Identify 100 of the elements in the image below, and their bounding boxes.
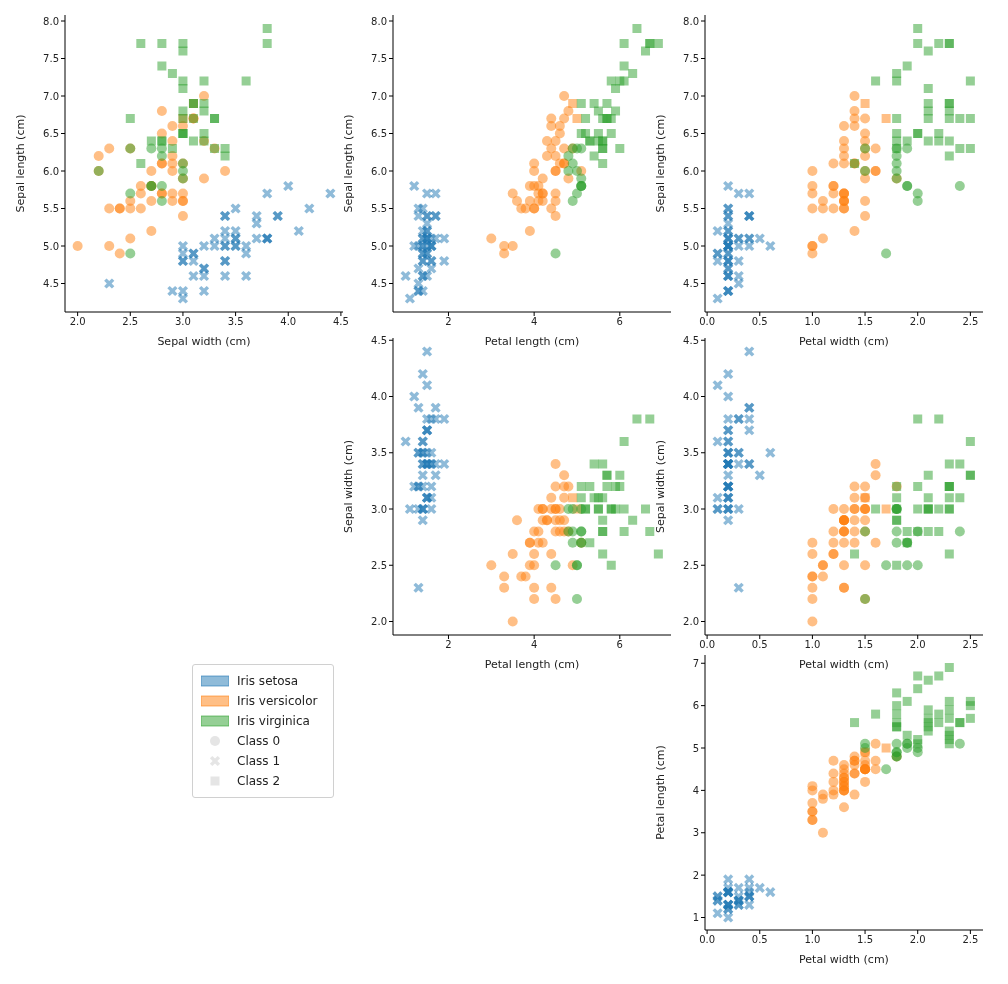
y-tick-label: 5.5 [683,203,699,215]
point [219,225,231,237]
y-tick-label: 5.0 [43,240,59,252]
point [426,233,437,244]
point [860,755,871,766]
point [567,158,578,169]
point [860,128,871,139]
point [923,527,933,536]
point [944,713,954,723]
point [156,196,167,206]
point [220,166,231,176]
y-axis-title: Sepal width (cm) [341,439,355,534]
point [72,241,83,251]
point [576,99,586,108]
point [602,482,612,491]
point [934,718,944,728]
point [167,188,178,199]
point [923,705,933,715]
point [892,76,902,86]
point [913,482,923,491]
point [870,755,881,766]
point [241,248,252,259]
point [871,76,881,86]
legend-label: Class 1 [237,754,281,768]
point [529,594,540,604]
point [807,549,818,559]
point [881,504,891,514]
point [559,113,570,124]
y-axis-title: Petal length (cm) [653,745,667,840]
y-tick-label: 7.5 [43,53,59,65]
point [712,908,723,919]
point [602,99,612,108]
point [554,504,565,514]
point [807,582,818,593]
point [156,128,167,139]
point [546,143,557,154]
point [417,368,428,380]
point [934,527,944,536]
y-tick-label: 3.0 [683,503,699,515]
x-tick-label: 1.5 [857,639,874,651]
point [744,346,755,357]
point [167,69,177,78]
point [568,99,578,108]
point [546,492,557,503]
y-tick-label: 7 [692,657,699,669]
point [404,293,416,304]
point [146,166,157,176]
point [892,114,902,123]
point [817,827,828,838]
point [902,730,912,740]
point [550,459,561,469]
point [439,233,450,244]
point [934,671,944,681]
point [744,899,755,910]
point [598,493,608,503]
point [850,718,860,728]
point [965,696,975,706]
point [754,233,765,244]
point [860,151,871,161]
point [619,61,629,71]
point [125,188,136,199]
point [902,136,912,146]
x-axis-title: Petal width (cm) [799,953,889,966]
point [912,560,923,571]
y-tick-label: 8.0 [683,15,699,27]
point [104,203,115,214]
point [251,233,262,244]
point [576,493,586,503]
point [550,594,561,604]
point [439,458,450,470]
y-tick-label: 3.5 [371,447,387,459]
point [559,515,570,526]
point [167,285,178,297]
point [571,188,582,199]
y-tick-label: 4.5 [683,334,699,346]
x-tick-label: 1.0 [804,316,821,328]
point [828,537,839,548]
x-tick-label: 3.5 [227,316,244,328]
point [807,537,818,548]
legend-label: Iris virginica [237,714,310,728]
y-tick-label: 2 [692,869,699,881]
x-tick-label: 0.5 [751,316,768,328]
x-tick-label: 4.0 [280,316,297,328]
point [104,241,115,251]
y-tick-label: 7.0 [683,90,699,102]
point [146,226,157,236]
point [733,278,744,289]
point [754,882,765,893]
y-tick-label: 4.5 [43,278,59,290]
x-tick-label: 0.0 [699,639,716,651]
y-tick-label: 6.0 [683,165,699,177]
point [871,709,881,719]
point [891,537,902,548]
point [902,743,913,754]
point [409,180,420,192]
point [413,402,424,413]
point [712,225,723,237]
point [807,798,818,809]
point [723,515,734,526]
point [923,718,933,728]
